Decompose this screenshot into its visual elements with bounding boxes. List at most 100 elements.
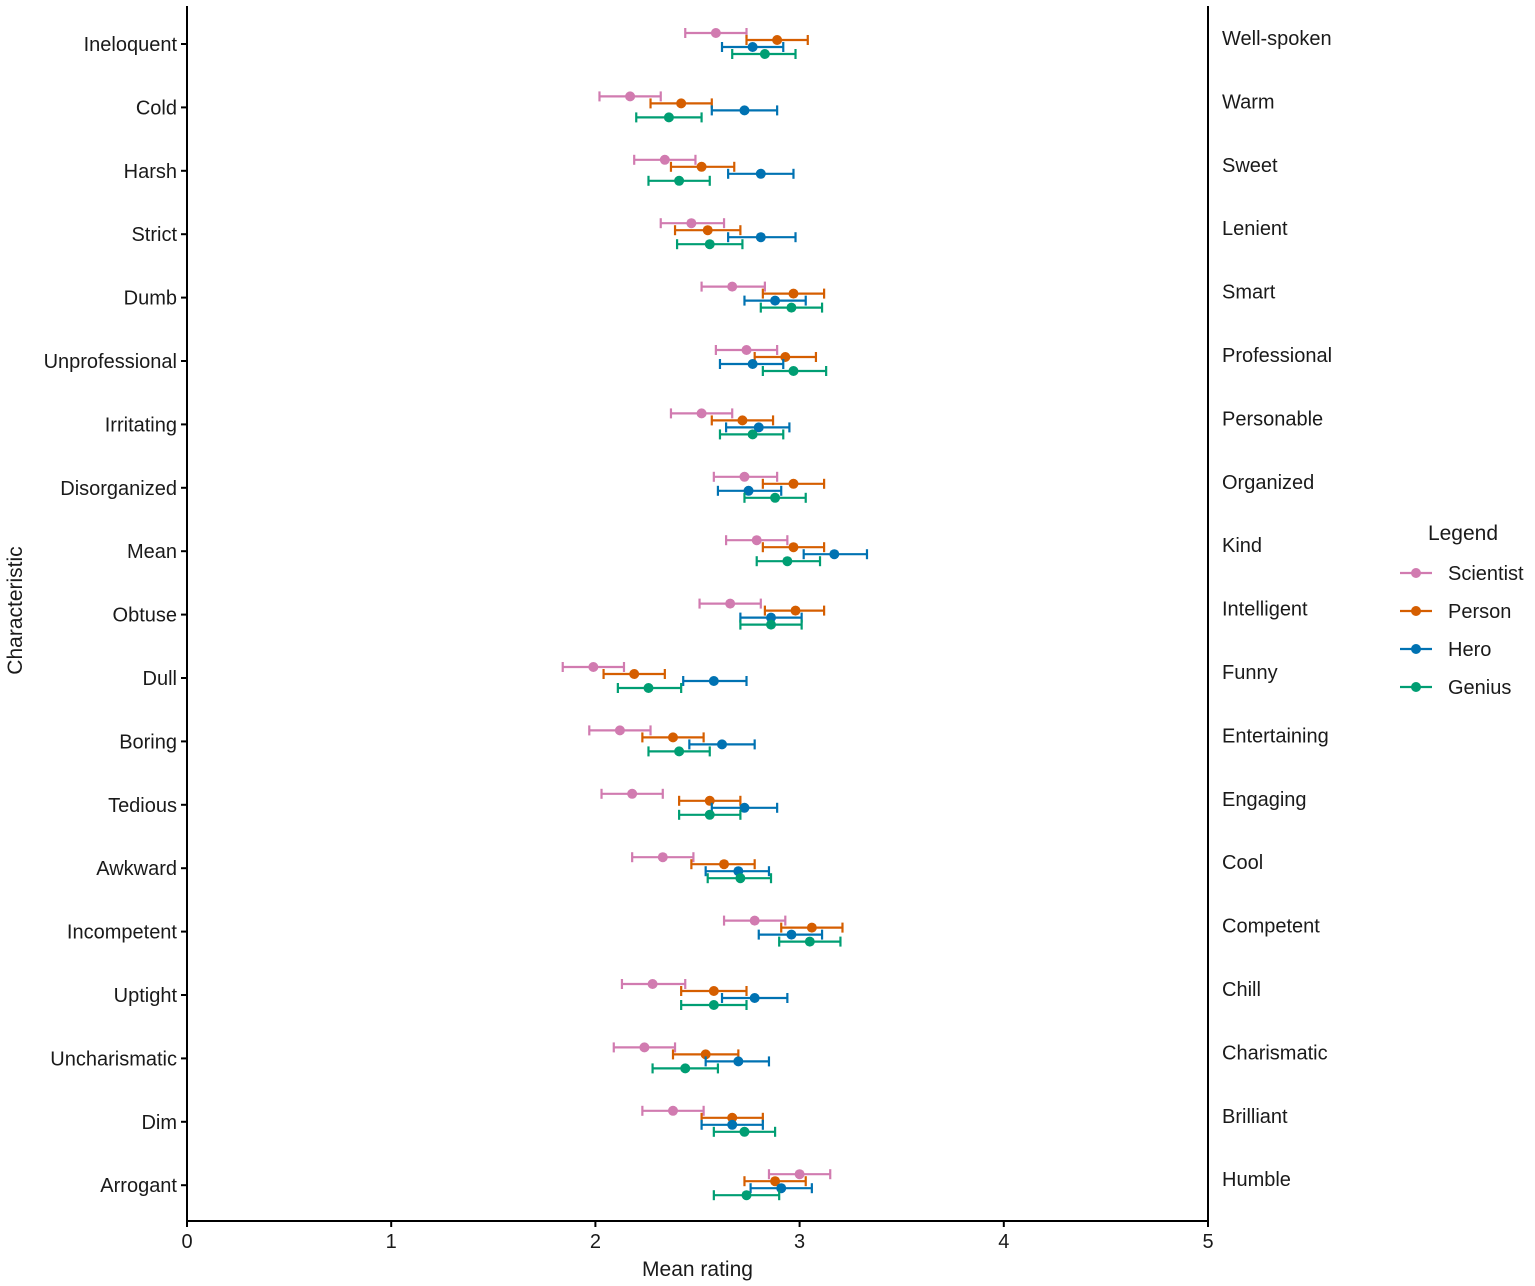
point-incompetent-genius: [804, 936, 815, 947]
point-dim-person: [727, 1112, 738, 1123]
y-axis-title: Characteristic: [4, 546, 27, 674]
y-tick-label-strict: Strict: [131, 224, 177, 246]
point-dumb-genius: [786, 302, 797, 313]
point-ineloquent-hero: [747, 42, 758, 52]
right-label-kind: Kind: [1222, 535, 1262, 557]
y-tick-label-dumb: Dumb: [124, 288, 177, 310]
right-label-warm: Warm: [1222, 91, 1275, 113]
right-label-charismatic: Charismatic: [1222, 1042, 1328, 1064]
point-boring-genius: [674, 746, 685, 757]
y-tick-label-cold: Cold: [136, 97, 177, 119]
point-disorganized-genius: [770, 492, 781, 503]
point-uptight-hero: [749, 993, 760, 1003]
point-unprofessional-genius: [788, 366, 799, 376]
y-tick-label-awkward: Awkward: [96, 858, 177, 880]
y-tick-label-unprofessional: Unprofessional: [44, 351, 177, 373]
point-obtuse-hero: [766, 612, 777, 623]
point-tedious-hero: [739, 802, 750, 813]
legend-marker-person: [1411, 606, 1421, 616]
y-tick-label-harsh: Harsh: [124, 161, 177, 183]
point-harsh-scientist: [659, 154, 670, 165]
point-uptight-genius: [708, 1000, 719, 1010]
point-uptight-scientist: [647, 979, 658, 989]
x-tick-label-4: 4: [998, 1231, 1009, 1253]
right-label-sweet: Sweet: [1222, 155, 1278, 177]
point-mean-scientist: [751, 535, 762, 546]
point-tedious-genius: [704, 809, 715, 820]
point-harsh-person: [696, 161, 707, 172]
point-strict-scientist: [686, 218, 697, 229]
point-tedious-person: [704, 795, 715, 806]
point-awkward-genius: [735, 873, 746, 884]
right-label-professional: Professional: [1222, 345, 1332, 367]
point-mean-person: [788, 542, 799, 553]
right-label-chill: Chill: [1222, 979, 1261, 1001]
point-dim-genius: [739, 1126, 750, 1137]
point-dull-hero: [708, 676, 719, 686]
point-incompetent-hero: [786, 929, 797, 940]
point-dull-person: [629, 669, 640, 679]
x-tick-label-2: 2: [590, 1231, 601, 1253]
point-boring-hero: [717, 739, 728, 750]
y-tick-label-incompetent: Incompetent: [67, 922, 178, 944]
right-label-entertaining: Entertaining: [1222, 725, 1329, 747]
legend-title: Legend: [1428, 522, 1498, 545]
point-boring-person: [667, 732, 678, 743]
point-unprofessional-scientist: [741, 345, 752, 355]
right-label-humble: Humble: [1222, 1169, 1291, 1191]
point-disorganized-scientist: [739, 471, 750, 482]
legend-marker-scientist: [1411, 568, 1421, 578]
point-obtuse-scientist: [725, 598, 736, 609]
right-label-well-spoken: Well-spoken: [1222, 28, 1332, 50]
legend-label-person: Person: [1448, 601, 1511, 623]
point-boring-scientist: [614, 725, 625, 736]
y-tick-label-ineloquent: Ineloquent: [84, 34, 178, 56]
right-label-cool: Cool: [1222, 852, 1263, 874]
point-uncharismatic-hero: [733, 1056, 744, 1067]
point-tedious-scientist: [627, 788, 638, 799]
y-tick-label-dim: Dim: [141, 1112, 177, 1134]
x-tick-label-3: 3: [794, 1231, 805, 1253]
right-label-engaging: Engaging: [1222, 789, 1307, 811]
point-disorganized-hero: [743, 485, 754, 496]
right-label-competent: Competent: [1222, 916, 1320, 938]
point-harsh-genius: [674, 175, 685, 186]
x-axis-title: Mean rating: [642, 1258, 753, 1281]
point-awkward-person: [719, 859, 730, 870]
point-cold-hero: [739, 105, 750, 116]
point-dim-scientist: [667, 1105, 678, 1116]
point-disorganized-person: [788, 478, 799, 489]
point-arrogant-genius: [741, 1190, 752, 1201]
point-obtuse-person: [790, 605, 801, 616]
point-irritating-scientist: [696, 408, 707, 419]
point-harsh-hero: [755, 168, 766, 179]
point-mean-genius: [782, 556, 793, 567]
point-incompetent-scientist: [749, 915, 760, 926]
point-dumb-scientist: [727, 281, 738, 292]
point-strict-hero: [755, 232, 766, 243]
point-awkward-scientist: [657, 852, 668, 863]
point-cold-person: [676, 98, 687, 109]
legend-label-hero: Hero: [1448, 639, 1491, 661]
right-label-personable: Personable: [1222, 408, 1323, 430]
point-irritating-hero: [753, 422, 764, 433]
point-unprofessional-hero: [747, 359, 758, 369]
y-tick-label-boring: Boring: [119, 731, 177, 753]
point-irritating-genius: [747, 429, 758, 440]
point-cold-scientist: [625, 91, 636, 102]
x-tick-label-5: 5: [1202, 1231, 1213, 1253]
y-tick-label-disorganized: Disorganized: [60, 478, 177, 500]
y-tick-label-irritating: Irritating: [105, 414, 177, 436]
point-ineloquent-genius: [759, 49, 770, 59]
point-uncharismatic-scientist: [639, 1042, 650, 1053]
right-label-intelligent: Intelligent: [1222, 599, 1308, 621]
point-ineloquent-scientist: [710, 28, 721, 38]
point-arrogant-person: [770, 1176, 781, 1187]
right-label-brilliant: Brilliant: [1222, 1106, 1288, 1128]
point-arrogant-scientist: [794, 1169, 805, 1180]
point-strict-genius: [704, 239, 715, 250]
right-label-funny: Funny: [1222, 662, 1278, 684]
point-uncharismatic-genius: [680, 1063, 691, 1074]
point-irritating-person: [737, 415, 748, 426]
